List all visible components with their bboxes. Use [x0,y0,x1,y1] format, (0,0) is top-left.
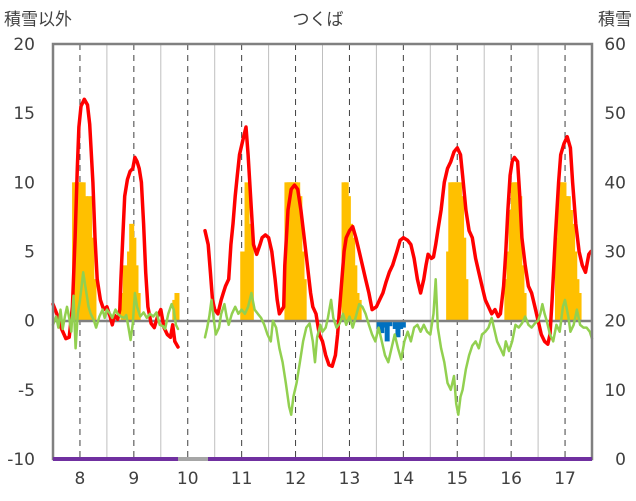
bar-1-0 [376,320,382,329]
x-tick-13: 13 [339,469,361,489]
x-axis-ticks: 8 9 10 11 12 13 14 15 16 17 [75,469,576,489]
bar-0-50 [463,279,469,321]
bar-1-5 [392,320,398,329]
bar-0-70 [576,293,582,321]
line-0-segment-0 [51,97,180,349]
bar-0-57 [517,196,523,321]
bar-1-3 [384,320,390,342]
x-tick-14: 14 [393,469,415,489]
right-axis-title: 積雪 [598,10,632,30]
x-tick-16: 16 [500,469,522,489]
bar-1-1 [379,320,385,334]
x-tick-17: 17 [554,469,576,489]
left-tick-5: 5 [24,243,35,263]
left-tick-10: 10 [13,173,35,193]
line-1-segment-0 [51,271,180,350]
line-0-segment-1 [203,125,593,369]
line-1-segment-1 [203,277,594,416]
right-tick-50: 50 [604,104,626,124]
bar-0-24 [248,237,254,321]
right-tick-40: 40 [604,173,626,193]
right-tick-30: 30 [604,243,626,263]
right-tick-0: 0 [615,450,626,470]
x-tick-9: 9 [128,469,139,489]
x-tick-11: 11 [231,469,253,489]
right-tick-20: 20 [604,312,626,332]
bar-1-8 [400,320,406,328]
bar-0-59 [521,293,527,321]
gridlines [79,44,566,459]
left-tick-20: 20 [13,35,35,55]
right-tick-60: 60 [604,35,626,55]
x-tick-8: 8 [75,469,86,489]
bar-1-7 [398,320,404,329]
bar-1-4 [387,320,393,327]
lines [51,97,594,416]
chart-title: つくば [293,10,344,30]
bar-1-6 [395,320,401,338]
x-tick-15: 15 [446,469,468,489]
bar-0-19 [174,293,180,321]
bar-0-33 [301,279,307,321]
left-tick-15: 15 [13,104,35,124]
left-tick-0: 0 [24,312,35,332]
x-tick-10: 10 [177,469,199,489]
bar-0-9 [91,279,97,321]
left-axis-ticks: 20 15 10 5 0 -5 -10 [7,35,35,470]
bar-0-41 [356,299,362,321]
left-tick--5: -5 [18,381,35,401]
right-axis-ticks: 60 50 40 30 20 10 0 [604,35,626,470]
left-tick--10: -10 [7,450,35,470]
bar-1-2 [381,320,387,328]
right-tick-10: 10 [604,381,626,401]
x-tick-12: 12 [285,469,307,489]
left-axis-title: 積雪以外 [4,10,72,30]
